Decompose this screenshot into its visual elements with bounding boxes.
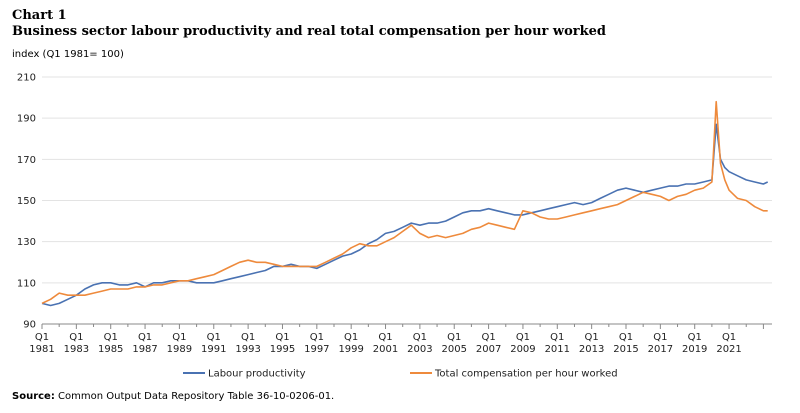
x-tick-quarter-1991: Q1 xyxy=(207,332,221,343)
x-tick-year-2003: 2003 xyxy=(407,344,432,355)
chart-title: Business sector labour productivity and … xyxy=(12,24,606,39)
chart-legend: Labour productivity Total compensation pe… xyxy=(183,369,618,380)
x-tick-year-1993: 1993 xyxy=(235,344,260,355)
x-tick-year-1997: 1997 xyxy=(304,344,329,355)
x-tick-quarter-2021: Q1 xyxy=(722,332,736,343)
x-tick-quarter-1987: Q1 xyxy=(138,332,152,343)
x-tick-year-2021: 2021 xyxy=(716,344,741,355)
x-tick-year-1981: 1981 xyxy=(29,344,54,355)
x-tick-year-2013: 2013 xyxy=(579,344,604,355)
x-tick-year-2019: 2019 xyxy=(682,344,707,355)
x-tick-quarter-2015: Q1 xyxy=(619,332,633,343)
x-tick-quarter-2005: Q1 xyxy=(447,332,461,343)
x-tick-quarter-2003: Q1 xyxy=(413,332,427,343)
x-tick-quarter-2017: Q1 xyxy=(653,332,667,343)
legend-label-1: Total compensation per hour worked xyxy=(434,369,618,380)
y-tick-label-90: 90 xyxy=(23,320,36,331)
x-tick-quarter-1993: Q1 xyxy=(241,332,255,343)
x-tick-year-1983: 1983 xyxy=(64,344,89,355)
y-tick-label-110: 110 xyxy=(17,278,36,289)
source-label: Source: xyxy=(12,391,55,402)
y-tick-label-190: 190 xyxy=(17,114,36,125)
x-tick-quarter-1999: Q1 xyxy=(344,332,358,343)
x-tick-year-2011: 2011 xyxy=(545,344,570,355)
x-tick-year-1989: 1989 xyxy=(167,344,192,355)
x-tick-year-1985: 1985 xyxy=(98,344,123,355)
x-tick-quarter-2001: Q1 xyxy=(378,332,392,343)
y-tick-label-210: 210 xyxy=(17,73,36,84)
x-tick-quarter-2009: Q1 xyxy=(516,332,530,343)
y-tick-label-130: 130 xyxy=(17,237,36,248)
x-axis-ticks: Q11981Q11983Q11985Q11987Q11989Q11991Q119… xyxy=(29,324,764,355)
x-tick-year-1991: 1991 xyxy=(201,344,226,355)
legend-label-0: Labour productivity xyxy=(208,369,306,380)
source-note: Source: Common Output Data Repository Ta… xyxy=(12,391,334,402)
x-tick-year-2009: 2009 xyxy=(510,344,535,355)
x-tick-year-2015: 2015 xyxy=(613,344,638,355)
series-line-labour-productivity xyxy=(41,123,769,307)
x-tick-year-2017: 2017 xyxy=(648,344,673,355)
chart-number-label: Chart 1 xyxy=(12,8,67,23)
x-tick-year-1995: 1995 xyxy=(270,344,295,355)
y-axis-unit-label: index (Q1 1981= 100) xyxy=(12,49,124,60)
grid-lines xyxy=(42,76,772,325)
x-tick-quarter-2011: Q1 xyxy=(550,332,564,343)
x-tick-quarter-2013: Q1 xyxy=(585,332,599,343)
x-tick-quarter-1983: Q1 xyxy=(69,332,83,343)
x-tick-year-2007: 2007 xyxy=(476,344,501,355)
x-tick-quarter-1981: Q1 xyxy=(35,332,49,343)
x-tick-quarter-1997: Q1 xyxy=(310,332,324,343)
x-tick-quarter-1995: Q1 xyxy=(275,332,289,343)
y-tick-label-150: 150 xyxy=(17,196,36,207)
x-tick-quarter-1985: Q1 xyxy=(104,332,118,343)
series-lines xyxy=(41,100,769,307)
y-tick-label-170: 170 xyxy=(17,155,36,166)
x-tick-year-1999: 1999 xyxy=(338,344,363,355)
x-tick-year-2005: 2005 xyxy=(442,344,467,355)
series-line-total-compensation-per-hour-worked xyxy=(41,100,768,305)
x-tick-year-2001: 2001 xyxy=(373,344,398,355)
x-tick-quarter-1989: Q1 xyxy=(172,332,186,343)
x-tick-year-1987: 1987 xyxy=(132,344,157,355)
y-axis-ticks: 90 110 130 150 170 190 210 xyxy=(17,73,36,331)
x-tick-quarter-2019: Q1 xyxy=(688,332,702,343)
x-tick-quarter-2007: Q1 xyxy=(481,332,495,343)
source-text: Common Output Data Repository Table 36-1… xyxy=(58,391,335,402)
